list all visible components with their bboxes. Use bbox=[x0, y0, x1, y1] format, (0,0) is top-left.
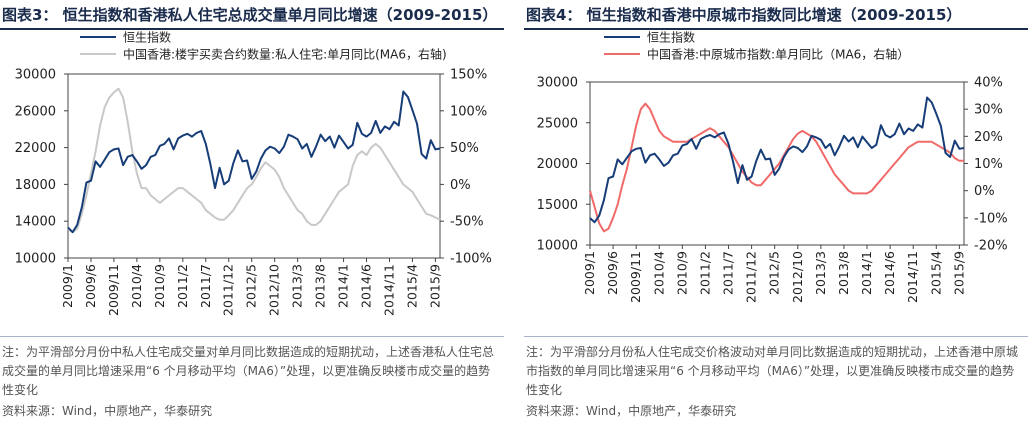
x-axis-tick-label: 2013/3 bbox=[290, 264, 305, 308]
legend-label: 恒生指数 bbox=[123, 30, 171, 45]
x-axis-tick-label: 2012/5 bbox=[244, 264, 259, 308]
x-axis-tick-label: 2009/6 bbox=[83, 264, 98, 308]
chart-note: 注：为平滑部分月份私人住宅成交价格波动对单月同比数据造成的短期扰动，上述香港中原… bbox=[526, 345, 1019, 397]
x-axis-tick-label: 2010/4 bbox=[651, 251, 666, 295]
x-axis-tick-label: 2010/9 bbox=[152, 264, 167, 308]
chart-panel-right: 图表4： 恒生指数和香港中原城市指数同比增速（2009-2015） 10000 1… bbox=[524, 0, 1030, 421]
right-axis-tick-label: -20% bbox=[974, 239, 1008, 254]
right-axis-tick-label: 0% bbox=[974, 184, 995, 199]
plot-frame bbox=[589, 81, 965, 246]
x-axis-tick-label: 2015/9 bbox=[427, 264, 442, 308]
x-axis-tick-label: 2014/1 bbox=[859, 251, 874, 295]
left-axis-tick-label: 18000 bbox=[15, 178, 56, 193]
x-axis-tick-label: 2012/10 bbox=[267, 264, 282, 316]
x-axis-tick-label: 2013/8 bbox=[313, 264, 328, 308]
left-axis-tick-label: 30000 bbox=[15, 68, 56, 83]
x-axis-tick-label: 2010/9 bbox=[674, 251, 689, 295]
x-axis-tick-label: 2009/11 bbox=[106, 264, 121, 316]
left-axis-tick-label: 22000 bbox=[15, 141, 56, 156]
left-axis-tick-label: 10000 bbox=[537, 239, 578, 254]
x-axis-tick-label: 2011/7 bbox=[198, 264, 213, 308]
x-axis-tick-label: 2014/6 bbox=[359, 264, 374, 308]
x-axis-tick-label: 2015/9 bbox=[951, 251, 966, 295]
x-axis-tick-label: 2015/4 bbox=[404, 264, 419, 308]
left-axis-tick-label: 30000 bbox=[537, 76, 578, 91]
x-axis-tick-label: 2009/6 bbox=[605, 251, 620, 295]
left-axis-tick-label: 14000 bbox=[15, 215, 56, 230]
x-axis-tick-label: 2011/2 bbox=[697, 251, 712, 295]
note-divider bbox=[524, 336, 1028, 337]
note-divider bbox=[0, 336, 504, 337]
series-line-secondary bbox=[67, 87, 441, 234]
right-axis-tick-label: 20% bbox=[974, 130, 1003, 145]
x-axis-tick-label: 2011/7 bbox=[721, 251, 736, 295]
left-axis-tick-label: 25000 bbox=[537, 116, 578, 131]
x-axis-tick-label: 2014/6 bbox=[882, 251, 897, 295]
left-axis-tick-label: 10000 bbox=[15, 252, 56, 267]
x-axis-tick-label: 2014/11 bbox=[905, 251, 920, 303]
left-axis-tick-label: 26000 bbox=[15, 104, 56, 119]
right-axis-tick-label: 10% bbox=[974, 157, 1003, 172]
right-axis-tick-label: -50% bbox=[450, 215, 484, 230]
right-axis-tick-label: 100% bbox=[450, 104, 487, 119]
right-axis-tick-label: 0% bbox=[450, 178, 471, 193]
plot-frame bbox=[67, 73, 441, 259]
title-divider bbox=[524, 28, 1028, 30]
x-axis-tick-label: 2013/3 bbox=[813, 251, 828, 295]
x-axis-tick-label: 2015/4 bbox=[928, 251, 943, 295]
x-axis-tick-label: 2011/12 bbox=[744, 251, 759, 303]
right-axis-tick-label: -10% bbox=[974, 211, 1008, 226]
x-axis-tick-label: 2010/4 bbox=[129, 264, 144, 308]
right-axis-tick-label: -100% bbox=[450, 252, 492, 267]
x-axis-tick-label: 2012/10 bbox=[790, 251, 805, 303]
legend-label: 恒生指数 bbox=[647, 30, 695, 45]
chart-panel-left: 图表3： 恒生指数和香港私人住宅总成交量单月同比增速（2009-2015） 10… bbox=[0, 0, 506, 421]
right-axis-tick-label: 50% bbox=[450, 141, 479, 156]
line-chart: 10000 14000 18000 22000 26000 30000 -100% -50% 0… bbox=[15, 30, 492, 316]
x-axis-tick-label: 2014/11 bbox=[381, 264, 396, 316]
right-axis-tick-label: 150% bbox=[450, 68, 487, 83]
right-axis-tick-label: 30% bbox=[974, 103, 1003, 118]
line-chart: 10000 15000 20000 25000 30000 -20% -10% 0% 10% 20… bbox=[537, 30, 1008, 303]
left-axis-tick-label: 20000 bbox=[537, 157, 578, 172]
chart-title: 图表4： 恒生指数和香港中原城市指数同比增速（2009-2015） bbox=[526, 6, 962, 24]
chart-title: 图表3： 恒生指数和香港私人住宅总成交量单月同比增速（2009-2015） bbox=[2, 6, 498, 24]
x-axis-tick-label: 2009/1 bbox=[582, 251, 597, 295]
x-axis-tick-label: 2014/1 bbox=[336, 264, 351, 308]
series-line-secondary bbox=[589, 102, 964, 233]
title-divider bbox=[0, 28, 504, 30]
chart-source: 资料来源：Wind，中原地产，华泰研究 bbox=[2, 404, 213, 418]
x-axis-tick-label: 2011/2 bbox=[175, 264, 190, 308]
legend-label: 中国香港:中原城市指数:单月同比（MA6，右轴） bbox=[647, 47, 909, 62]
chart-note: 注：为平滑部分月份中私人住宅成交量对单月同比数据造成的短期扰动，上述香港私人住宅… bbox=[2, 345, 495, 397]
x-axis-tick-label: 2013/8 bbox=[836, 251, 851, 295]
chart-source: 资料来源：Wind，中原地产，华泰研究 bbox=[526, 404, 737, 418]
legend-label: 中国香港:楼宇买卖合约数量:私人住宅:单月同比(MA6，右轴) bbox=[123, 47, 447, 62]
series-line-hsi bbox=[67, 90, 441, 234]
series-line-hsi bbox=[589, 96, 965, 224]
right-axis-tick-label: 40% bbox=[974, 76, 1003, 91]
x-axis-tick-label: 2012/5 bbox=[767, 251, 782, 295]
x-axis-tick-label: 2011/12 bbox=[221, 264, 236, 316]
x-axis-tick-label: 2009/1 bbox=[60, 264, 75, 308]
left-axis-tick-label: 15000 bbox=[537, 198, 578, 213]
x-axis-tick-label: 2009/11 bbox=[628, 251, 643, 303]
